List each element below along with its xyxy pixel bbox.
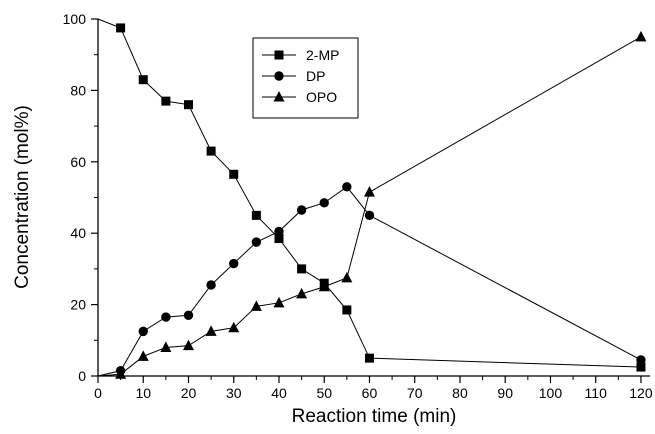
x-tick-label: 0 [94, 385, 102, 401]
data-point-opo [341, 271, 353, 283]
data-point-opo [205, 325, 217, 336]
legend: 2-MP DP OPO [252, 37, 359, 119]
data-point-2-mp [138, 75, 148, 85]
data-point-opo [137, 350, 149, 361]
x-tick-label: 80 [452, 385, 468, 401]
y-tick-label: 40 [70, 225, 86, 241]
legend-item-opo: OPO [262, 89, 337, 105]
y-tick-label: 100 [63, 11, 87, 27]
data-point-dp [636, 355, 646, 365]
legend-box [252, 37, 359, 119]
y-tick-label: 80 [70, 82, 86, 98]
data-point-2-mp [161, 96, 171, 106]
data-point-dp [138, 326, 148, 337]
data-point-dp [229, 258, 239, 269]
y-tick-label: 60 [70, 154, 86, 170]
data-point-2-mp [206, 146, 216, 156]
data-point-opo [160, 341, 172, 352]
x-tick-label: 70 [407, 385, 423, 401]
legend-label: 2-MP [306, 47, 339, 63]
data-point-opo [318, 280, 330, 292]
x-tick-label: 20 [181, 385, 197, 401]
data-point-opo [182, 339, 194, 351]
data-point-2-mp [342, 305, 352, 315]
series-dp [97, 182, 646, 377]
axes: 0 10 20 30 40 50 60 70 80 90 100 110 120 0 20 40 60 80 100 [63, 11, 653, 401]
data-point-2-mp [183, 100, 193, 110]
x-tick-label: 50 [316, 385, 332, 401]
data-point-dp [296, 205, 307, 215]
y-tick-label: 0 [78, 368, 86, 384]
x-tick-label: 90 [497, 385, 513, 401]
data-point-2-mp [636, 362, 646, 372]
series-line-opo [97, 36, 642, 377]
data-point-dp [274, 226, 284, 237]
data-point-opo [635, 30, 647, 42]
data-point-opo [228, 321, 240, 333]
x-tick-label: 120 [629, 385, 653, 401]
series-layer [97, 18, 647, 379]
legend-marker-2-mp [274, 50, 284, 60]
data-point-opo [296, 287, 308, 299]
data-point-opo [273, 296, 285, 308]
data-point-opo [115, 368, 127, 379]
series-opo [97, 30, 647, 379]
x-tick-label: 110 [585, 385, 608, 401]
y-tick-label: 20 [70, 297, 86, 313]
data-point-dp [161, 312, 171, 322]
data-point-2-mp [364, 353, 374, 363]
data-point-opo [363, 186, 375, 197]
x-tick-label: 10 [135, 385, 151, 401]
x-tick-label: 40 [271, 385, 287, 401]
x-axis-title: Reaction time (min) [292, 406, 457, 427]
legend-marker-dp [274, 71, 284, 81]
data-point-2-mp [251, 210, 261, 220]
legend-marker-opo [273, 91, 285, 102]
x-tick-label: 100 [539, 385, 563, 401]
data-point-2-mp [229, 169, 239, 179]
data-point-opo [250, 300, 262, 311]
legend-label: DP [306, 68, 325, 84]
data-point-dp [183, 310, 194, 321]
data-point-dp [342, 182, 352, 192]
data-point-dp [319, 198, 329, 208]
legend-item-dp: DP [262, 68, 325, 84]
data-point-2-mp [116, 23, 126, 33]
x-tick-label: 30 [226, 385, 242, 401]
data-point-2-mp [274, 234, 284, 244]
data-point-dp [206, 280, 216, 290]
data-point-dp [251, 237, 262, 247]
data-point-dp [364, 210, 375, 221]
y-axis-title: Concentration (mol%) [12, 105, 33, 289]
data-point-2-mp [297, 264, 307, 274]
legend-label: OPO [306, 89, 337, 105]
legend-item-2-mp: 2-MP [262, 47, 339, 63]
x-tick-label: 60 [362, 385, 378, 401]
